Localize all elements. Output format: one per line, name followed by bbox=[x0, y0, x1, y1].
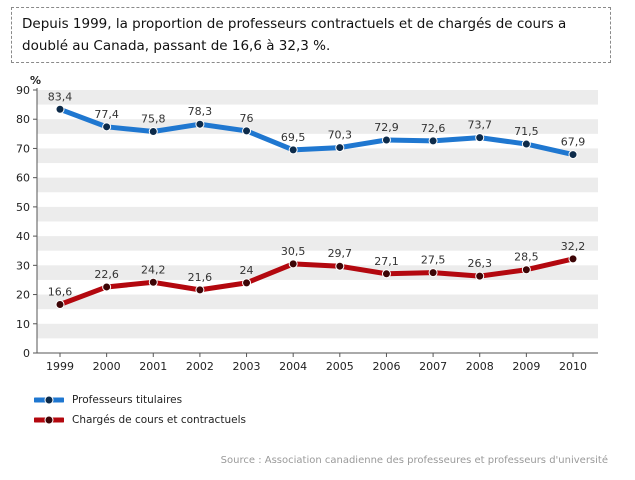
data-point bbox=[288, 259, 298, 269]
data-point bbox=[568, 150, 578, 160]
data-point bbox=[242, 278, 252, 288]
data-point bbox=[381, 269, 391, 279]
data-label: 22,6 bbox=[94, 268, 119, 281]
x-tick-label: 2003 bbox=[233, 360, 261, 373]
legend-item-charges: Chargés de cours et contractuels bbox=[34, 410, 246, 430]
data-label: 21,6 bbox=[188, 271, 213, 284]
data-point bbox=[242, 126, 252, 136]
grid-band bbox=[37, 177, 598, 193]
series-line-1 bbox=[57, 256, 576, 307]
y-tick-label: 0 bbox=[23, 347, 30, 360]
data-point bbox=[521, 265, 531, 275]
data-label: 78,3 bbox=[188, 105, 213, 118]
grid-band bbox=[37, 236, 598, 251]
data-label: 67,9 bbox=[561, 136, 586, 149]
data-point bbox=[381, 135, 391, 145]
data-point bbox=[428, 268, 438, 278]
data-point bbox=[428, 136, 438, 146]
data-point bbox=[55, 104, 65, 114]
data-label: 75,8 bbox=[141, 112, 166, 125]
data-point bbox=[521, 139, 531, 149]
x-tick-label: 2010 bbox=[559, 360, 587, 373]
x-tick-label: 2007 bbox=[419, 360, 447, 373]
legend-swatch-charges-icon bbox=[34, 415, 64, 425]
x-tick-label: 2006 bbox=[372, 360, 400, 373]
data-point bbox=[335, 261, 345, 271]
y-tick-label: 10 bbox=[16, 318, 30, 331]
y-tick-label: 50 bbox=[16, 201, 30, 214]
data-label: 30,5 bbox=[281, 245, 306, 258]
data-point bbox=[148, 277, 158, 287]
legend: Professeurs titulaires Chargés de cours … bbox=[34, 390, 246, 430]
data-label: 72,6 bbox=[421, 122, 446, 135]
data-label: 24 bbox=[240, 264, 254, 277]
series-line-0 bbox=[57, 106, 576, 158]
y-tick-label: 30 bbox=[16, 259, 30, 272]
source-note: Source : Association canadienne des prof… bbox=[220, 455, 608, 466]
legend-label-charges: Chargés de cours et contractuels bbox=[72, 414, 246, 426]
grid-band bbox=[37, 148, 598, 164]
grid-band bbox=[37, 323, 598, 339]
x-tick-label: 2009 bbox=[512, 360, 540, 373]
data-label: 26,3 bbox=[467, 257, 492, 270]
grid-band bbox=[37, 294, 598, 310]
legend-label-titulaires: Professeurs titulaires bbox=[72, 394, 183, 406]
data-point bbox=[475, 271, 485, 281]
data-label: 16,6 bbox=[48, 285, 73, 298]
data-label: 27,1 bbox=[374, 255, 399, 268]
data-point bbox=[195, 285, 205, 295]
data-point bbox=[148, 126, 158, 136]
data-label: 71,5 bbox=[514, 125, 539, 138]
data-label: 24,2 bbox=[141, 263, 166, 276]
data-point bbox=[335, 143, 345, 153]
data-label: 27,5 bbox=[421, 254, 446, 267]
y-tick-label: 40 bbox=[16, 230, 30, 243]
data-label: 29,7 bbox=[328, 247, 353, 260]
x-tick-label: 1999 bbox=[46, 360, 74, 373]
grid-band bbox=[37, 90, 598, 105]
headline-text: Depuis 1999, la proportion de professeur… bbox=[22, 16, 567, 54]
data-point bbox=[195, 119, 205, 129]
y-axis-label: % bbox=[30, 74, 41, 87]
y-tick-label: 60 bbox=[16, 172, 30, 185]
data-label: 83,4 bbox=[48, 90, 73, 103]
x-tick-label: 2001 bbox=[139, 360, 167, 373]
data-label: 28,5 bbox=[514, 251, 539, 264]
x-tick-label: 2002 bbox=[186, 360, 214, 373]
legend-item-titulaires: Professeurs titulaires bbox=[34, 390, 246, 410]
data-label: 73,7 bbox=[467, 119, 492, 132]
data-point bbox=[102, 282, 112, 292]
data-point bbox=[475, 133, 485, 143]
y-tick-label: 80 bbox=[16, 113, 30, 126]
grid-band bbox=[37, 206, 598, 222]
x-tick-label: 2004 bbox=[279, 360, 307, 373]
data-label: 76 bbox=[240, 112, 254, 125]
data-point bbox=[288, 145, 298, 155]
data-label: 32,2 bbox=[561, 240, 586, 253]
legend-swatch-titulaires-icon bbox=[34, 395, 64, 405]
headline-box: Depuis 1999, la proportion de professeur… bbox=[11, 7, 611, 63]
x-tick-label: 2000 bbox=[93, 360, 121, 373]
y-tick-label: 20 bbox=[16, 289, 30, 302]
data-label: 69,5 bbox=[281, 131, 306, 144]
y-tick-label: 70 bbox=[16, 142, 30, 155]
y-tick-label: 90 bbox=[16, 84, 30, 97]
data-point bbox=[568, 254, 578, 264]
x-tick-label: 2008 bbox=[466, 360, 494, 373]
data-point bbox=[55, 299, 65, 309]
data-label: 70,3 bbox=[328, 129, 353, 142]
data-label: 72,9 bbox=[374, 121, 399, 134]
data-point bbox=[102, 122, 112, 132]
x-tick-label: 2005 bbox=[326, 360, 354, 373]
data-label: 77,4 bbox=[94, 108, 119, 121]
